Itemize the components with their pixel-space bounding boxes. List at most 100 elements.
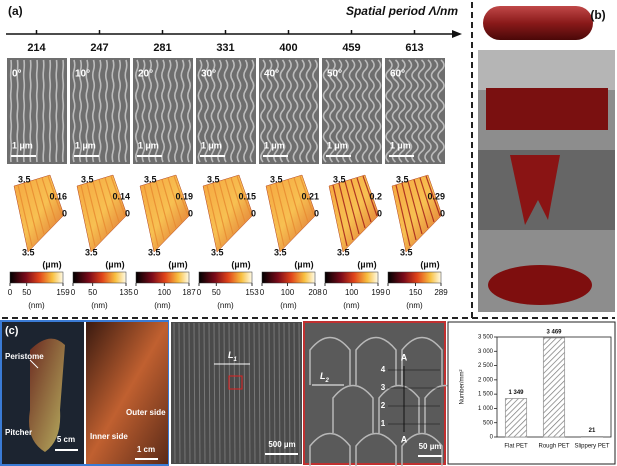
range-label: 3.5: [207, 174, 220, 184]
y-tick-label: 3 500: [478, 335, 494, 341]
texture: [217, 59, 222, 163]
droplet: [510, 155, 560, 225]
texture: [269, 184, 285, 247]
period-label: 331: [216, 42, 234, 54]
panel-a: (a) Spatial period Λ/nm: [6, 4, 462, 38]
z-max-label: 0.14: [112, 191, 130, 201]
texture: [243, 59, 248, 163]
unit-label: (µm): [168, 259, 187, 269]
y-tick-label: 2 500: [478, 363, 494, 369]
unit-label: (µm): [231, 259, 250, 269]
z-min-label: 0: [440, 208, 445, 218]
z-min-label: 0: [377, 208, 382, 218]
texture: [273, 59, 279, 163]
texture: [173, 322, 176, 464]
colorbar-tick-label: 100: [281, 288, 295, 297]
texture: [298, 322, 301, 464]
texture: [335, 59, 343, 163]
range-label: 3.5: [333, 174, 346, 184]
texture: [322, 59, 330, 163]
texture: [348, 59, 356, 163]
texture: [279, 59, 286, 163]
colorbar: [261, 271, 316, 284]
texture: [154, 59, 159, 163]
texture: [312, 59, 318, 163]
texture: [286, 59, 292, 163]
level-label: 2: [381, 401, 386, 410]
texture: [155, 181, 171, 235]
texture: [391, 59, 400, 163]
scale-label: 1 µm: [264, 140, 285, 150]
texture: [148, 59, 152, 163]
texture: [417, 59, 426, 163]
texture: [361, 59, 369, 163]
texture: [180, 59, 185, 163]
texture: [86, 183, 102, 241]
colorbar-tick-label: 100: [345, 288, 359, 297]
unit-label: (nm): [28, 301, 45, 310]
texture: [287, 179, 303, 229]
range-label: 3.5: [337, 247, 350, 257]
dimension-symbol: L: [320, 371, 326, 381]
x-tick-label: Flat PET: [504, 444, 528, 450]
z-min-label: 0: [62, 208, 67, 218]
texture: [218, 181, 234, 235]
scale-label: 1 cm: [137, 445, 155, 454]
zoom-box: [228, 375, 243, 390]
texture: [55, 59, 58, 163]
z-min-label: 0: [251, 208, 256, 218]
range-label: 3.5: [274, 247, 287, 257]
colorbar-tick-label: 50: [88, 288, 97, 297]
texture: [374, 59, 382, 163]
texture: [47, 175, 63, 217]
texture: [248, 322, 251, 464]
texture: [203, 322, 206, 464]
range-label: 3.5: [85, 247, 98, 257]
texture: [178, 322, 181, 464]
scale-label: 1 µm: [75, 140, 96, 150]
colorbar-tick-label: 50: [212, 288, 221, 297]
angle-label: 0°: [12, 69, 22, 80]
annotation: Inner side: [90, 432, 128, 441]
panel-label: (b): [590, 8, 605, 22]
texture: [332, 384, 374, 433]
texture: [193, 322, 196, 464]
level-label: 4: [381, 365, 386, 374]
texture: [78, 59, 83, 163]
panel-label: (c): [5, 325, 19, 337]
scale-label: 500 µm: [268, 440, 295, 449]
unit-label: (µm): [357, 259, 376, 269]
y-tick-label: 1 000: [478, 406, 494, 412]
texture: [111, 59, 115, 163]
colorbar-tick-label: 0: [134, 288, 139, 297]
unit-label: (µm): [294, 259, 313, 269]
colorbar-tick-label: 208: [308, 288, 322, 297]
texture: [29, 59, 32, 163]
scale-label: 1 µm: [12, 140, 33, 150]
texture: [338, 183, 354, 241]
texture: [332, 184, 348, 247]
texture: [85, 59, 89, 163]
texture: [299, 175, 315, 217]
scale-label: 1 µm: [390, 140, 411, 150]
colorbar: [198, 271, 253, 284]
angle-label: 30°: [201, 69, 216, 80]
droplet: [488, 265, 592, 305]
texture: [404, 59, 413, 163]
unit-label: (nm): [406, 301, 423, 310]
colorbar-tick-label: 0: [323, 288, 328, 297]
z-max-label: 0.19: [175, 191, 193, 201]
texture: [212, 183, 228, 241]
texture: [293, 322, 296, 464]
texture: [419, 177, 435, 223]
texture: [305, 59, 312, 163]
unit-label: (nm): [217, 301, 234, 310]
scale-label: 1 µm: [201, 140, 222, 150]
range-label: 3.5: [270, 174, 283, 184]
colorbar: [135, 271, 190, 284]
colorbar-tick-label: 100: [158, 288, 172, 297]
sem-image: [478, 50, 615, 90]
range-label: 3.5: [22, 247, 35, 257]
panel-b: (b): [478, 6, 615, 312]
texture: [309, 336, 351, 385]
